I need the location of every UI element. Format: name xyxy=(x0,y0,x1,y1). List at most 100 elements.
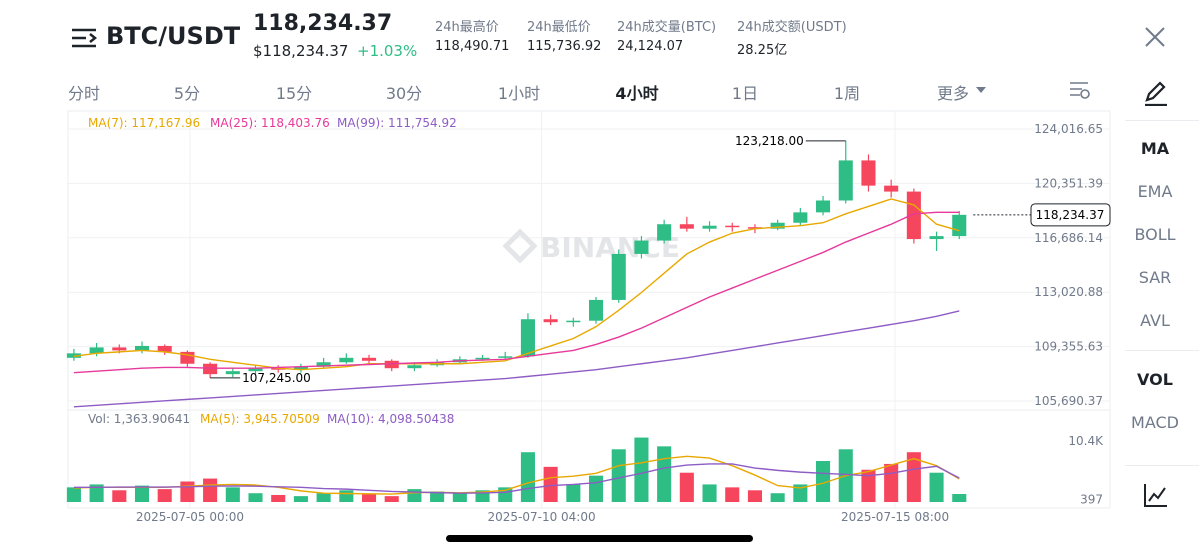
volume-bar xyxy=(589,475,604,502)
volume-bar xyxy=(770,493,785,502)
volume-bar xyxy=(566,484,581,502)
indicator[interactable]: VOL xyxy=(1137,370,1173,389)
ma-line xyxy=(73,198,960,371)
divider xyxy=(1125,350,1199,351)
volume-bar xyxy=(816,461,831,502)
volume-bar xyxy=(611,449,626,502)
pair[interactable]: BTC/USDT xyxy=(106,22,241,50)
y-tick-label: 113,020.88 xyxy=(1034,285,1103,299)
vol-tick-label: 10.4K xyxy=(1068,434,1104,448)
chart: 124,016.65 120,351.39 116,686.14 113,020.88… xyxy=(66,110,1111,524)
candle-body xyxy=(384,360,399,369)
candle-body xyxy=(66,353,81,358)
candle-body xyxy=(248,368,263,372)
volume-bar xyxy=(702,484,717,502)
tab[interactable]: 1日 xyxy=(731,84,759,103)
ma-legend: MA(25): 118,403.76 xyxy=(210,116,330,130)
volume-bar xyxy=(112,490,127,502)
tab[interactable]: 30分 xyxy=(385,84,423,103)
indicator[interactable]: MA xyxy=(1140,139,1170,158)
candle-body xyxy=(475,357,490,360)
divider xyxy=(1125,465,1199,466)
vol-ma-legend: MA(10): 4,098.50438 xyxy=(327,412,454,426)
vol-ma-legend: MA(5): 3,945.70509 xyxy=(200,412,320,426)
candle-body xyxy=(361,357,377,361)
stat-value: 115,736.92 xyxy=(527,39,602,54)
draw-icon[interactable] xyxy=(1143,80,1169,106)
indicator[interactable]: MACD xyxy=(1131,413,1179,432)
volume-bar xyxy=(884,463,899,502)
tab[interactable]: 4小时 xyxy=(615,84,659,103)
close-button[interactable] xyxy=(1143,25,1167,49)
candle-body xyxy=(89,347,104,354)
tab[interactable]: 更多 xyxy=(936,84,970,103)
candle-body xyxy=(203,363,218,375)
indicator[interactable]: BOLL xyxy=(1134,225,1176,244)
volume-bar xyxy=(861,469,876,502)
candle-body xyxy=(816,200,831,213)
y-tick-label: 120,351.39 xyxy=(1034,176,1103,190)
ma-line xyxy=(73,310,960,408)
dropdown-arrow[interactable] xyxy=(975,86,987,94)
tab[interactable]: 分时 xyxy=(67,84,101,103)
volume-bar xyxy=(634,437,649,502)
candle-body xyxy=(339,357,354,363)
ma-legend: MA(7): 117,167.96 xyxy=(88,116,200,130)
volume-bar xyxy=(430,491,445,502)
watermark-logo xyxy=(502,228,538,264)
volume-bar xyxy=(271,494,286,502)
candle-body xyxy=(589,299,604,321)
volume-bar xyxy=(339,490,354,502)
stat-value: 24,124.07 xyxy=(617,39,684,54)
indicator[interactable]: SAR xyxy=(1138,268,1172,287)
menu-icon[interactable] xyxy=(70,27,98,49)
candle-body xyxy=(271,368,286,370)
volume-bar xyxy=(906,452,921,502)
chart-icon[interactable] xyxy=(1143,482,1169,508)
candle-body xyxy=(702,225,717,229)
volume-bar xyxy=(293,496,308,502)
candle-body xyxy=(793,212,808,223)
stat-label: 24h最高价 xyxy=(435,20,499,35)
tab[interactable]: 1周 xyxy=(833,84,861,103)
y-tick-label: 105,690.37 xyxy=(1034,394,1103,408)
x-tick-label: 2025-07-15 08:00 xyxy=(841,510,949,524)
candle-body xyxy=(293,366,308,370)
candle-body xyxy=(566,320,581,323)
candle-body xyxy=(180,351,195,364)
vol-ma-line xyxy=(73,455,960,495)
watermark: BINANCE xyxy=(540,231,680,264)
stat-label: 24h成交额(USDT) xyxy=(737,20,847,35)
volume-bar xyxy=(134,485,150,502)
vol-ma-line xyxy=(73,463,960,494)
volume-bar xyxy=(66,487,81,502)
tab[interactable]: 15分 xyxy=(275,84,313,103)
volume-bar xyxy=(407,489,422,502)
ma-legend: MA(99): 111,754.92 xyxy=(337,116,457,130)
settings-icon[interactable] xyxy=(1068,80,1092,100)
stat-label: 24h成交量(BTC) xyxy=(617,20,717,35)
candle-body xyxy=(725,225,740,228)
volume-bar xyxy=(679,472,694,502)
volume-bar xyxy=(543,466,558,502)
volume-bar xyxy=(747,490,762,502)
volume-bar xyxy=(225,487,240,502)
indicator[interactable]: AVL xyxy=(1140,311,1170,330)
stat-value: 28.25亿 xyxy=(737,43,788,58)
candle-body xyxy=(634,240,649,254)
stat-value: 118,490.71 xyxy=(435,39,510,54)
candle-body xyxy=(884,185,899,192)
candle-body xyxy=(520,319,535,357)
tab[interactable]: 5分 xyxy=(173,84,201,103)
indicator[interactable]: EMA xyxy=(1137,182,1173,201)
home-indicator xyxy=(446,535,753,542)
volume-bar xyxy=(157,489,172,502)
ma-line xyxy=(73,211,960,374)
volume-bar xyxy=(203,478,218,502)
candle-body xyxy=(316,362,331,367)
volume-bar xyxy=(657,446,672,502)
candle-body xyxy=(906,191,921,240)
volume-bar xyxy=(384,496,399,502)
tab[interactable]: 1小时 xyxy=(497,84,541,103)
candle-body xyxy=(747,227,762,229)
